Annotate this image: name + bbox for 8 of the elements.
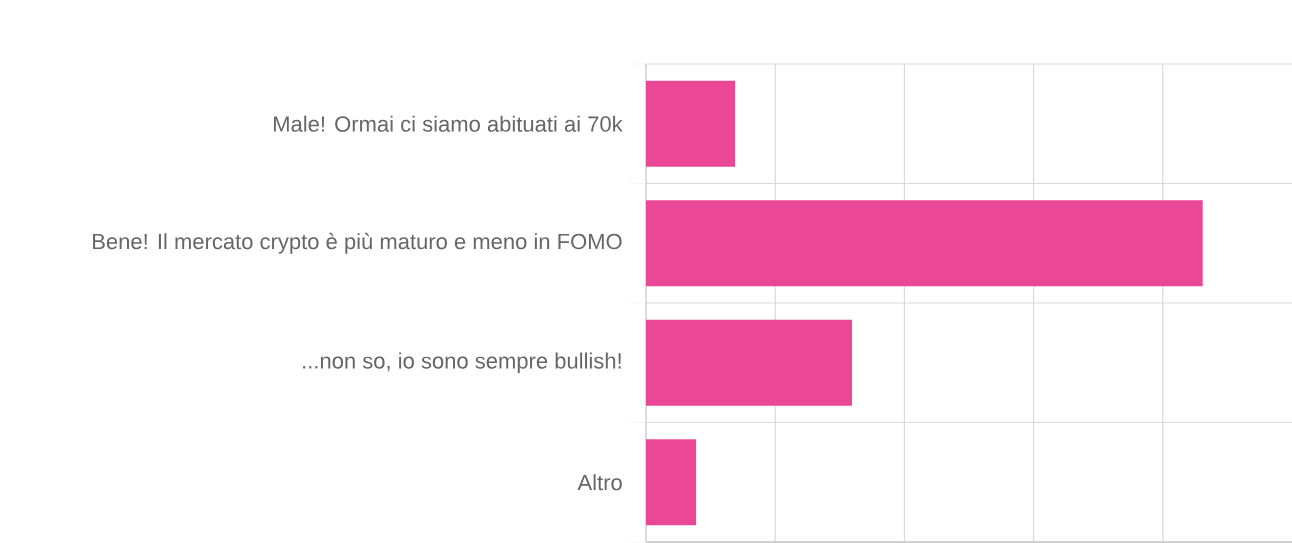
bar bbox=[646, 200, 1203, 287]
y-tick-label: ...non so, io sono sempre bullish! bbox=[303, 352, 621, 373]
y-tick-label: Altro bbox=[577, 474, 622, 491]
bar bbox=[646, 439, 697, 526]
bar bbox=[646, 80, 736, 167]
y-tick-label: Bene! Il mercato crypto è più maturo e meno in FOMO bbox=[93, 232, 622, 254]
y-tick-label: Male! Ormai ci siamo abituati ai 70k bbox=[274, 115, 623, 132]
bar bbox=[646, 319, 852, 406]
